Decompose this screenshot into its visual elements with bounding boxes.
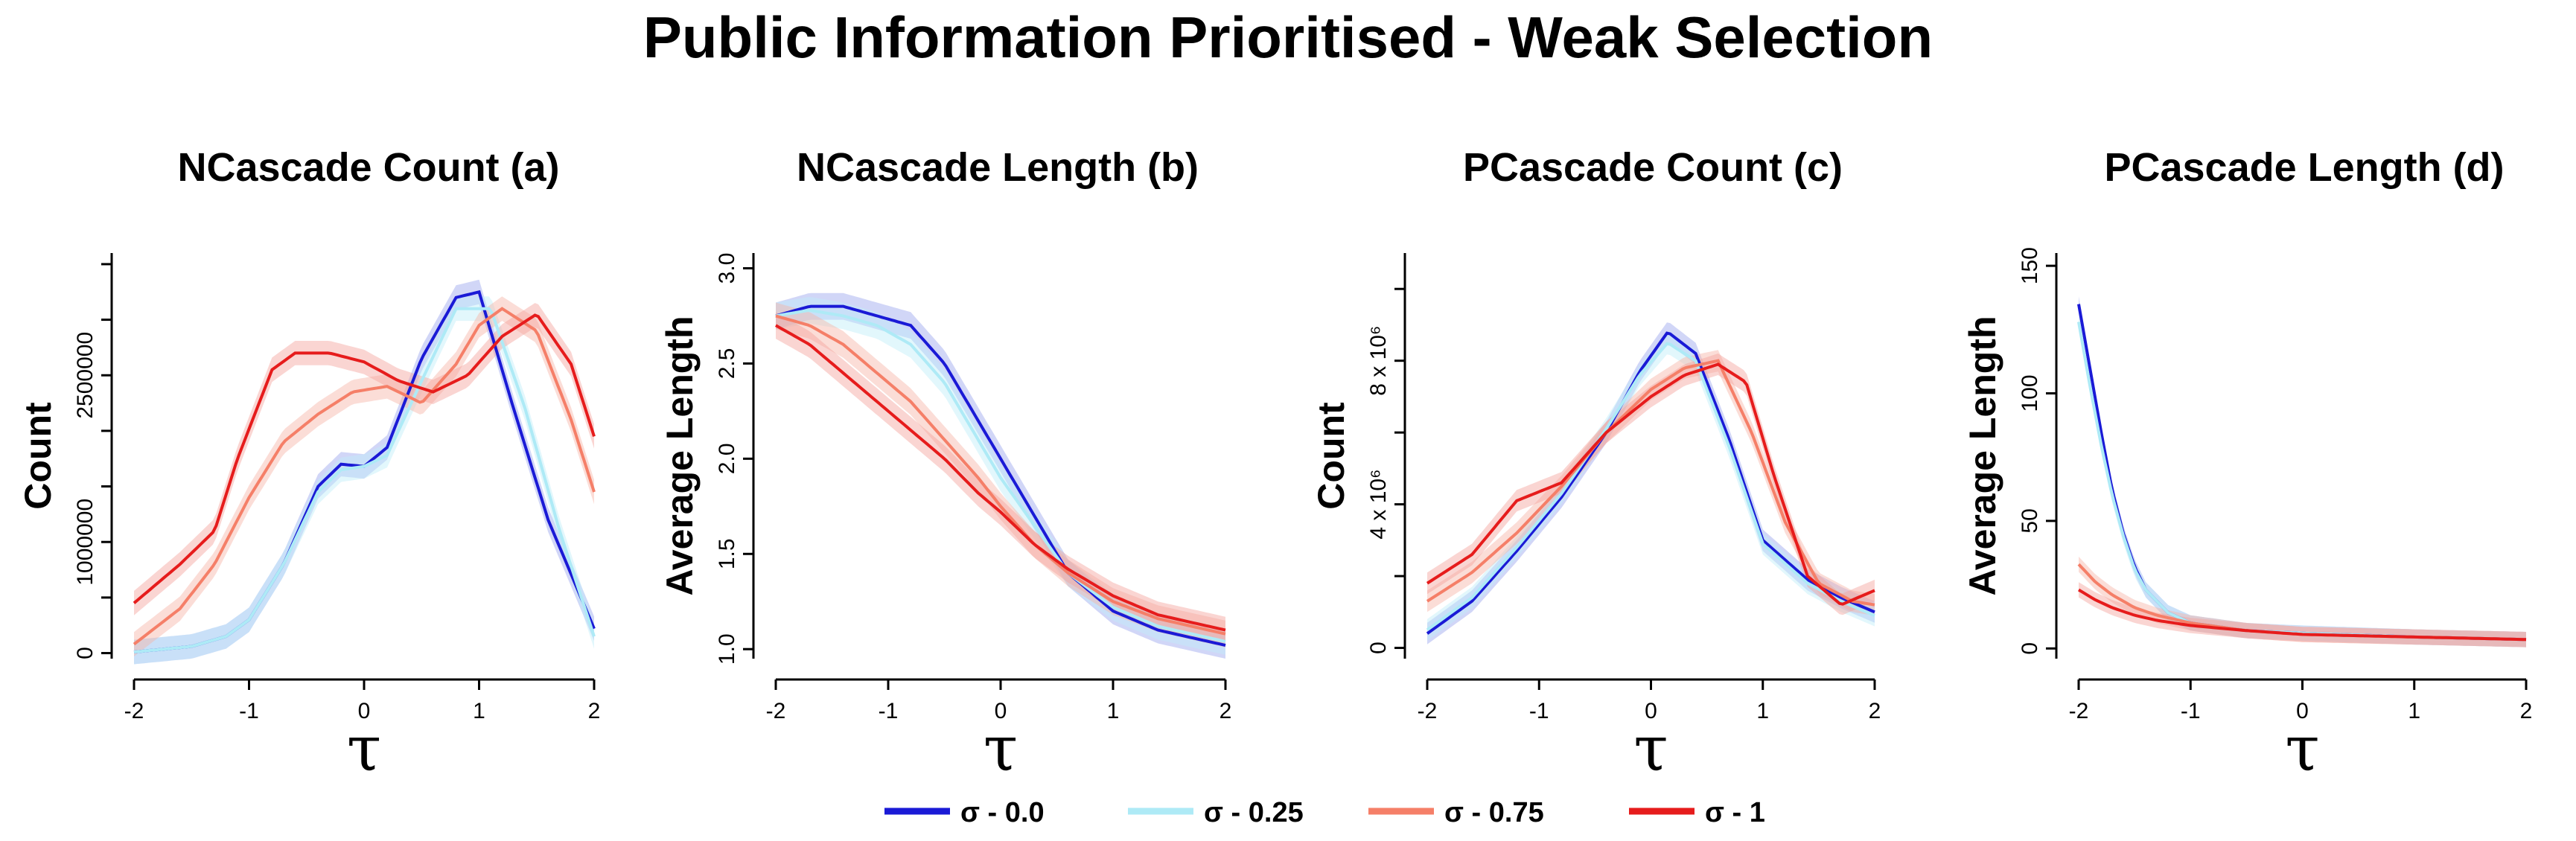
y-axis-label: Count: [1310, 402, 1352, 510]
confidence-band-3: [2079, 582, 2526, 647]
confidence-band-0: [776, 292, 1225, 659]
y-axis-label: Average Length: [1962, 316, 2003, 595]
panel-title: NCascade Count (a): [177, 145, 559, 190]
series-line-3: [2077, 588, 2527, 642]
x-tick-label: 0: [358, 699, 371, 723]
x-axis-label: τ: [347, 712, 381, 785]
x-tick-label: 1: [1756, 699, 1769, 723]
x-tick-label: 0: [2296, 699, 2309, 723]
series-line-3: [133, 313, 596, 604]
x-tick-label: 1: [1107, 699, 1120, 723]
y-tick-label: 1000000: [73, 499, 98, 586]
series-line-1: [1426, 342, 1875, 632]
x-tick-label: 2: [2520, 699, 2533, 723]
series-line-3: [774, 324, 1226, 632]
legend-label-1: σ - 0.25: [1204, 797, 1304, 828]
y-tick-label: 150: [2018, 247, 2042, 284]
y-tick-label: 50: [2018, 508, 2042, 533]
y-tick-label: 4 x 10⁶: [1366, 470, 1391, 540]
confidence-band-2: [776, 302, 1225, 647]
x-tick-label: -2: [2069, 699, 2089, 723]
x-tick-label: -1: [1529, 699, 1549, 723]
confidence-band-1: [2079, 314, 2526, 647]
confidence-band-0: [134, 279, 594, 665]
y-axis-label: Average Length: [659, 316, 701, 595]
legend-label-2: σ - 0.75: [1444, 797, 1544, 828]
panel-0: NCascade Count (a)-2 -1 0 1 2τ01000000250000…: [17, 145, 600, 785]
x-tick-label: 2: [1869, 699, 1881, 723]
panel-title: PCascade Count (c): [1463, 145, 1843, 190]
confidence-band-2: [134, 296, 594, 656]
x-tick-label: 2: [1220, 699, 1232, 723]
series-line-2: [133, 307, 596, 646]
series-line-1: [2077, 322, 2527, 642]
confidence-band-3: [776, 312, 1225, 644]
y-tick-label: 2500000: [73, 332, 98, 419]
x-tick-label: 1: [473, 699, 485, 723]
x-tick-label: -2: [124, 699, 144, 723]
series-line-0: [1426, 331, 1875, 635]
x-tick-label: -1: [239, 699, 259, 723]
x-axis-label: τ: [1633, 712, 1668, 785]
y-axis-label: Count: [17, 402, 59, 510]
panel-title: NCascade Length (b): [797, 145, 1199, 190]
y-tick-label: 1.5: [715, 538, 739, 569]
y-tick-label: 0: [73, 647, 98, 659]
series-line-2: [775, 314, 1226, 636]
series-line-3: [1426, 362, 1875, 606]
y-tick-label: 8 x 10⁶: [1366, 326, 1391, 396]
y-tick-label: 0: [1366, 642, 1391, 654]
series-line-1: [775, 309, 1226, 643]
panel-3: PCascade Length (d)-2 -1 0 1 2τ050100150Aver…: [1962, 145, 2532, 785]
panel-title: PCascade Length (d): [2104, 145, 2504, 190]
y-tick-label: 3.0: [715, 253, 739, 284]
series-line-0: [775, 304, 1226, 647]
legend-label-3: σ - 1: [1705, 797, 1765, 828]
confidence-band-3: [134, 303, 594, 615]
y-tick-label: 0: [2018, 642, 2042, 655]
y-tick-label: 2.0: [715, 443, 739, 474]
y-tick-label: 100: [2018, 374, 2042, 412]
x-tick-label: -1: [2181, 699, 2201, 723]
x-tick-label: 2: [588, 699, 601, 723]
series-line-1: [133, 307, 596, 653]
x-tick-label: 0: [995, 699, 1007, 723]
x-tick-label: 1: [2408, 699, 2420, 723]
legend: σ - 0.0 σ - 0.25 σ - 0.75 σ - 1: [884, 797, 1765, 828]
x-tick-label: -2: [1418, 699, 1438, 723]
legend-label-0: σ - 0.0: [960, 797, 1045, 828]
x-axis-label: τ: [983, 712, 1018, 785]
panel-1: NCascade Length (b) -2 -1 0 1 2 τ 1.0 1.5 2.0 2.5 3…: [659, 145, 1231, 785]
x-axis-label: τ: [2285, 712, 2319, 785]
x-tick-label: -2: [766, 699, 786, 723]
x-tick-label: -1: [879, 699, 899, 723]
y-tick-label: 2.5: [715, 348, 739, 380]
y-tick-label: 1.0: [715, 633, 739, 665]
x-tick-label: 0: [1645, 699, 1657, 723]
main-title: Public Information Prioritised - Weak Se…: [643, 4, 1933, 70]
